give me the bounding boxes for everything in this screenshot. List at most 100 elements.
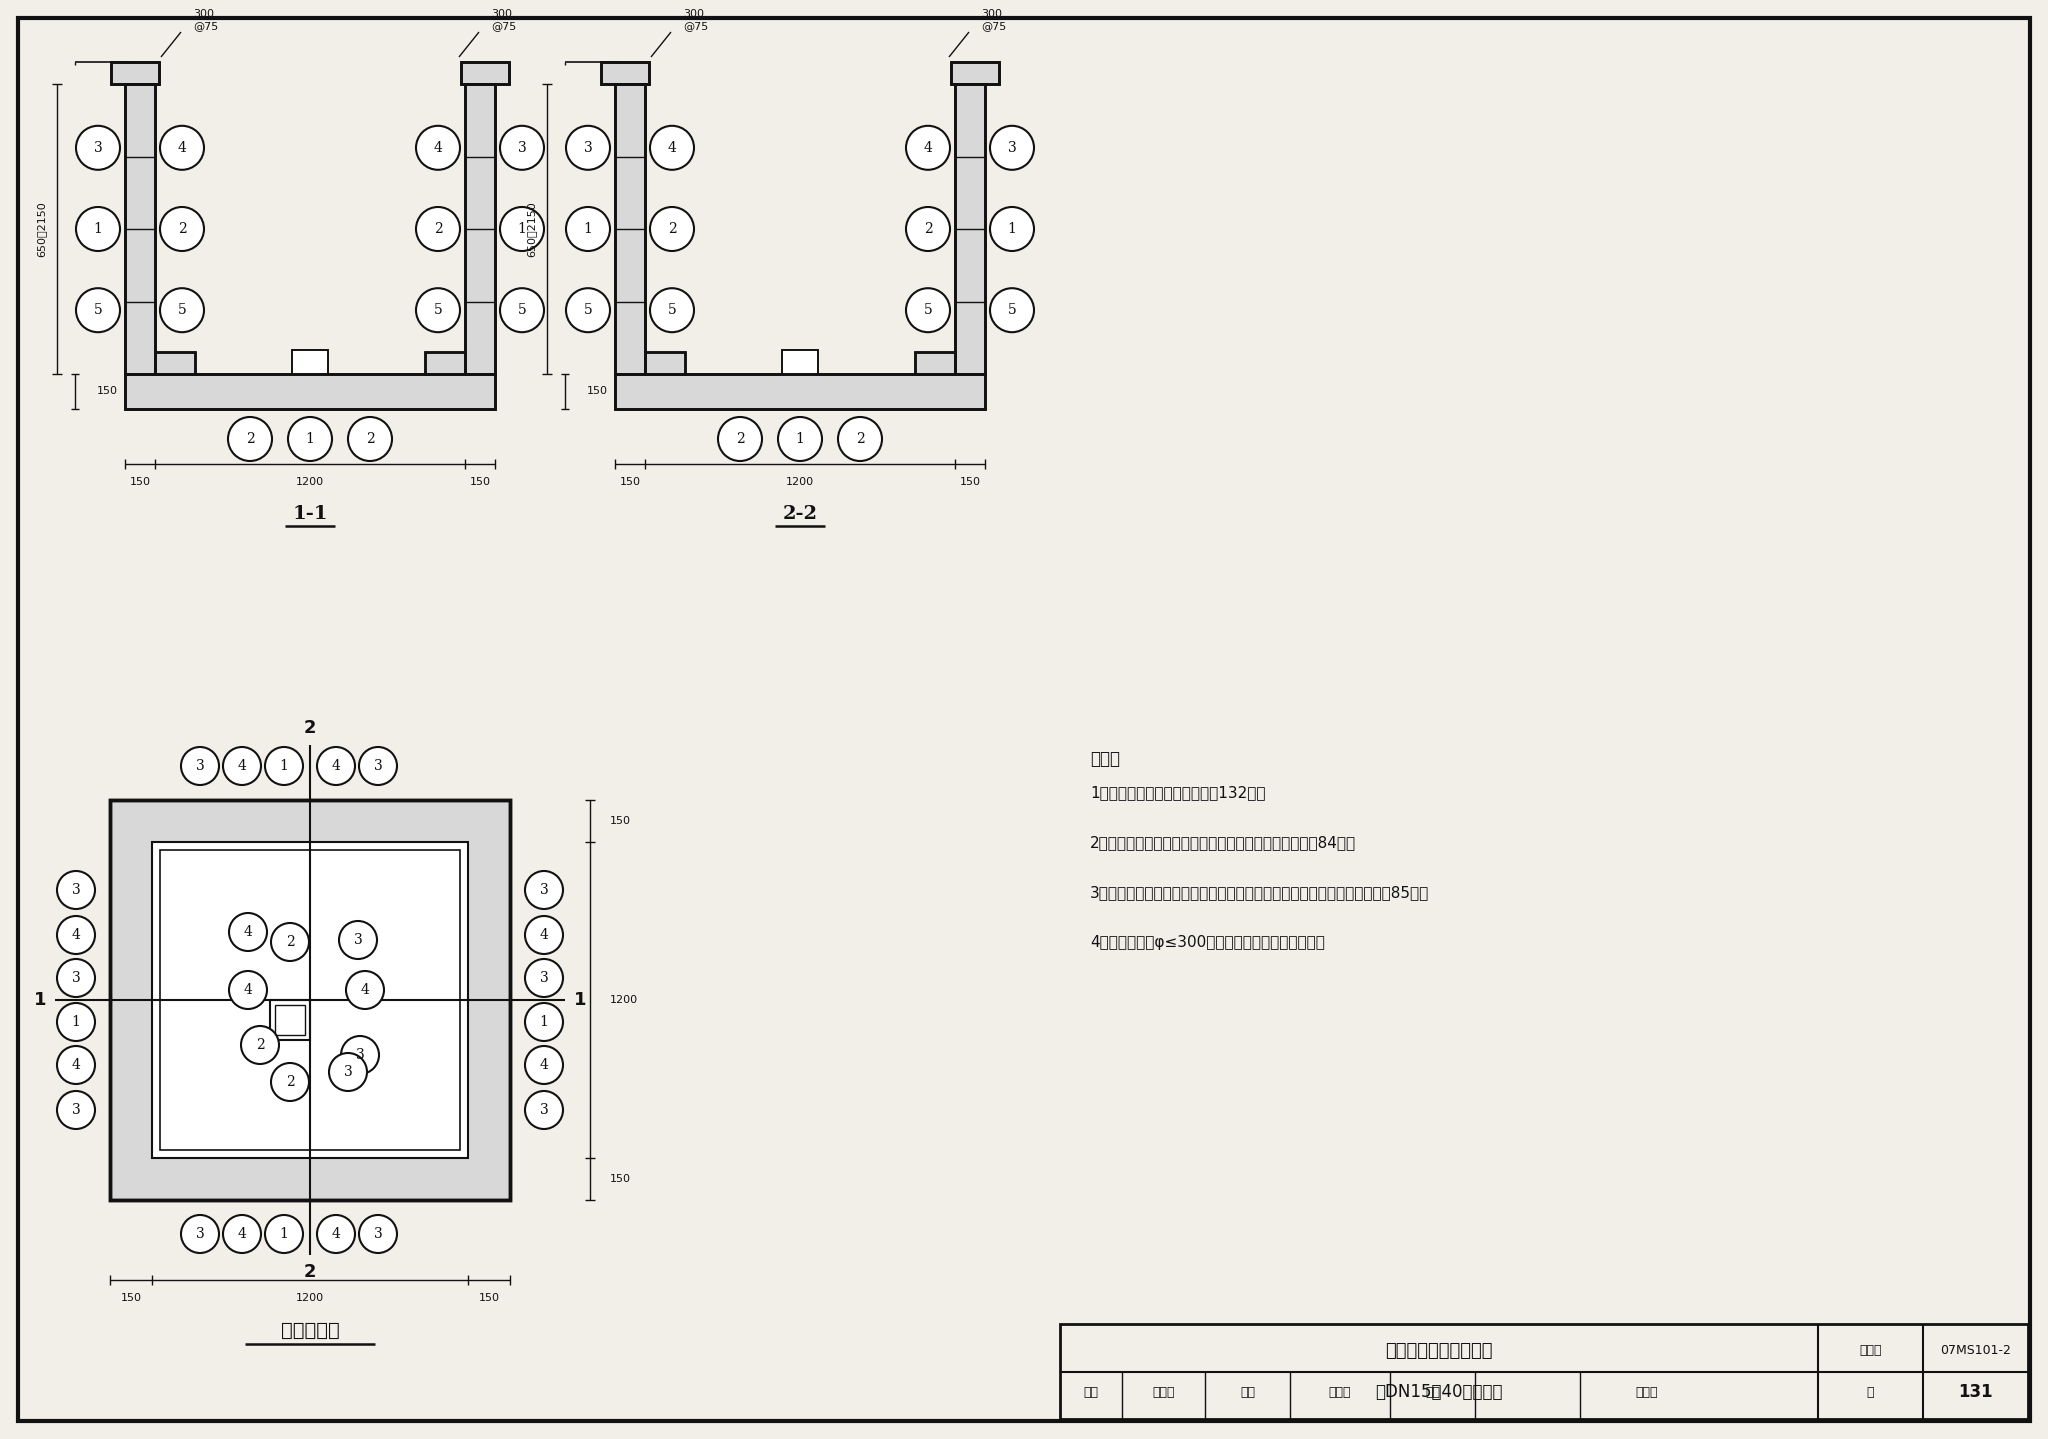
Text: 5: 5 xyxy=(178,304,186,317)
Text: 150: 150 xyxy=(961,476,981,486)
Text: 3: 3 xyxy=(197,1227,205,1240)
Text: 150: 150 xyxy=(129,476,150,486)
Circle shape xyxy=(416,207,461,250)
Bar xyxy=(111,800,510,1200)
Bar xyxy=(461,62,510,83)
Text: 150: 150 xyxy=(479,1294,500,1302)
Text: 1．钢筋表及材料表见本图集第132页。: 1．钢筋表及材料表见本图集第132页。 xyxy=(1090,786,1266,800)
Bar xyxy=(645,353,684,374)
Text: 1200: 1200 xyxy=(786,476,813,486)
Text: 1: 1 xyxy=(33,991,47,1009)
Text: 4: 4 xyxy=(332,758,340,773)
Text: （DN15～40）配筋图: （DN15～40）配筋图 xyxy=(1376,1383,1503,1402)
Text: 1: 1 xyxy=(518,222,526,236)
Bar xyxy=(461,62,510,83)
Text: 4: 4 xyxy=(539,1058,549,1072)
Text: 1: 1 xyxy=(94,222,102,236)
Text: 650～2150: 650～2150 xyxy=(37,201,45,258)
Text: 4: 4 xyxy=(539,928,549,943)
Circle shape xyxy=(57,871,94,909)
Circle shape xyxy=(229,912,266,951)
Text: 150: 150 xyxy=(610,1174,631,1184)
Circle shape xyxy=(524,1091,563,1130)
Text: 150: 150 xyxy=(588,387,608,397)
Circle shape xyxy=(416,288,461,332)
Circle shape xyxy=(565,125,610,170)
Circle shape xyxy=(264,1215,303,1253)
Bar xyxy=(614,374,985,409)
Text: 650～2150: 650～2150 xyxy=(526,201,537,258)
Circle shape xyxy=(76,125,121,170)
Circle shape xyxy=(719,417,762,460)
Text: 图集号: 图集号 xyxy=(1860,1344,1882,1357)
Text: 2: 2 xyxy=(303,1263,315,1281)
Text: 3．按平面、剖面图所示集水坑的位置设置集水坑，集水坑做法见本图集第85页。: 3．按平面、剖面图所示集水坑的位置设置集水坑，集水坑做法见本图集第85页。 xyxy=(1090,885,1430,899)
Bar xyxy=(614,374,985,409)
Text: 曾令兰: 曾令兰 xyxy=(1329,1386,1352,1399)
Circle shape xyxy=(160,207,205,250)
Circle shape xyxy=(989,125,1034,170)
Circle shape xyxy=(905,125,950,170)
Circle shape xyxy=(342,1036,379,1073)
Text: 2: 2 xyxy=(178,222,186,236)
Text: 3: 3 xyxy=(1008,141,1016,155)
Text: 3: 3 xyxy=(584,141,592,155)
Text: 2．配合平面、剖面图，预埋防水套管尺寸表见本图集第84页。: 2．配合平面、剖面图，预埋防水套管尺寸表见本图集第84页。 xyxy=(1090,835,1356,850)
Circle shape xyxy=(340,921,377,958)
Text: 1: 1 xyxy=(539,1014,549,1029)
Text: 3: 3 xyxy=(72,884,80,896)
Text: 钢筋混凝土方形水表井: 钢筋混凝土方形水表井 xyxy=(1384,1341,1493,1360)
Circle shape xyxy=(649,125,694,170)
Text: 3: 3 xyxy=(72,1104,80,1117)
Bar xyxy=(954,83,985,374)
Bar xyxy=(614,83,645,374)
Text: 2: 2 xyxy=(856,432,864,446)
Text: 3: 3 xyxy=(344,1065,352,1079)
Text: 4: 4 xyxy=(238,1227,246,1240)
Circle shape xyxy=(227,417,272,460)
Circle shape xyxy=(989,207,1034,250)
Circle shape xyxy=(57,958,94,997)
Text: 07MS101-2: 07MS101-2 xyxy=(1939,1344,2011,1357)
Circle shape xyxy=(524,958,563,997)
Circle shape xyxy=(57,1091,94,1130)
Circle shape xyxy=(223,1215,260,1253)
Text: 5: 5 xyxy=(94,304,102,317)
Text: 4: 4 xyxy=(72,928,80,943)
Text: 3: 3 xyxy=(356,1048,365,1062)
Text: 1: 1 xyxy=(795,432,805,446)
Text: 3: 3 xyxy=(518,141,526,155)
Bar xyxy=(1061,1324,2028,1419)
Text: 2: 2 xyxy=(735,432,743,446)
Circle shape xyxy=(565,207,610,250)
Text: 1: 1 xyxy=(281,758,289,773)
Text: 300
@75: 300 @75 xyxy=(981,9,1006,30)
Text: 平面配筋图: 平面配筋图 xyxy=(281,1321,340,1340)
Text: 4: 4 xyxy=(244,925,252,940)
Text: 150: 150 xyxy=(618,476,641,486)
Text: 1200: 1200 xyxy=(297,1294,324,1302)
Text: 150: 150 xyxy=(469,476,492,486)
Bar xyxy=(950,62,999,83)
Bar xyxy=(782,350,817,374)
Bar xyxy=(270,1000,309,1040)
Text: 150: 150 xyxy=(610,816,631,826)
Circle shape xyxy=(416,125,461,170)
Bar xyxy=(782,350,817,374)
Bar xyxy=(954,83,985,374)
Text: 2: 2 xyxy=(285,935,295,948)
Bar xyxy=(274,1004,305,1035)
Circle shape xyxy=(649,288,694,332)
Text: 3: 3 xyxy=(539,1104,549,1117)
Text: 2: 2 xyxy=(367,432,375,446)
Bar xyxy=(125,83,156,374)
Text: 3: 3 xyxy=(94,141,102,155)
Text: 1200: 1200 xyxy=(610,994,639,1004)
Circle shape xyxy=(57,917,94,954)
Text: 5: 5 xyxy=(518,304,526,317)
Circle shape xyxy=(229,971,266,1009)
Bar xyxy=(152,842,469,1158)
Text: 1: 1 xyxy=(584,222,592,236)
Text: 300
@75: 300 @75 xyxy=(682,9,709,30)
Text: 审核: 审核 xyxy=(1083,1386,1098,1399)
